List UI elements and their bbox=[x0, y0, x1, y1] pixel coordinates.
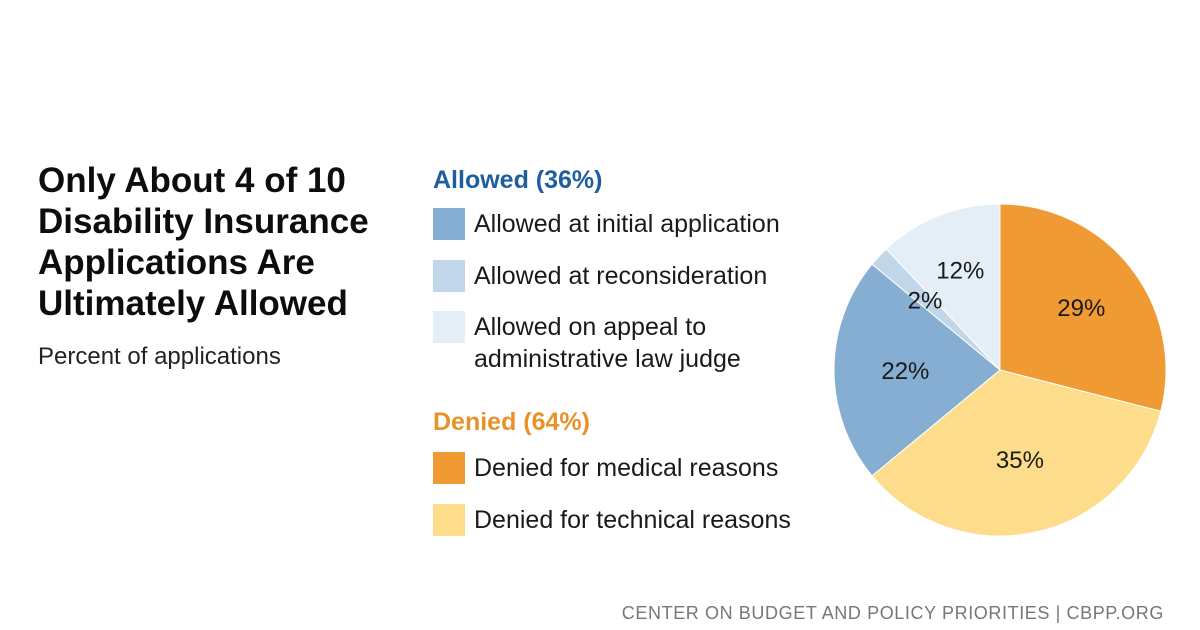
legend-label-line2: administrative law judge bbox=[474, 345, 741, 373]
legend-label: Allowed on appeal to bbox=[474, 313, 707, 341]
pie-label-allowed-at-reconsideration: 2% bbox=[908, 288, 943, 315]
chart-title: Only About 4 of 10 Disability Insurance … bbox=[38, 160, 418, 324]
chart-subtitle: Percent of applications bbox=[38, 343, 281, 370]
legend-swatch bbox=[433, 208, 465, 240]
legend-swatch bbox=[433, 260, 465, 292]
legend-label: Denied for technical reasons bbox=[474, 506, 791, 534]
title-line: Disability Insurance bbox=[38, 202, 369, 241]
legend-label: Denied for medical reasons bbox=[474, 454, 779, 482]
pie-label-allowed-on-appeal-to-administrative-law-judge: 12% bbox=[936, 258, 984, 285]
source-credit: CENTER ON BUDGET AND POLICY PRIORITIES |… bbox=[621, 603, 1164, 623]
title-line: Applications Are bbox=[38, 243, 315, 282]
legend-swatch bbox=[433, 504, 465, 536]
title-line: Only About 4 of 10 bbox=[38, 161, 346, 200]
legend-swatch bbox=[433, 311, 465, 343]
pie-slice-denied-for-medical-reasons bbox=[999, 203, 1167, 412]
title-line: Ultimately Allowed bbox=[38, 284, 348, 323]
legend-label: Allowed at reconsideration bbox=[474, 262, 768, 290]
pie-label-allowed-at-initial-application: 22% bbox=[881, 358, 929, 385]
pie-slice-allowed-on-appeal-to-administrative-law-judge bbox=[885, 203, 1001, 372]
pie-slice-denied-for-technical-reasons bbox=[871, 369, 1162, 537]
pie-label-denied-for-medical-reasons: 29% bbox=[1057, 295, 1105, 322]
legend-heading-allowed: Allowed (36%) bbox=[433, 166, 603, 194]
pie-slice-allowed-at-initial-application bbox=[833, 263, 1001, 477]
pie-label-denied-for-technical-reasons: 35% bbox=[996, 447, 1044, 474]
legend-swatch bbox=[433, 452, 465, 484]
legend-heading-denied: Denied (64%) bbox=[433, 408, 590, 436]
pie-chart: 29% 35% 22% 2% 12% bbox=[833, 203, 1167, 537]
legend-label: Allowed at initial application bbox=[474, 210, 780, 238]
